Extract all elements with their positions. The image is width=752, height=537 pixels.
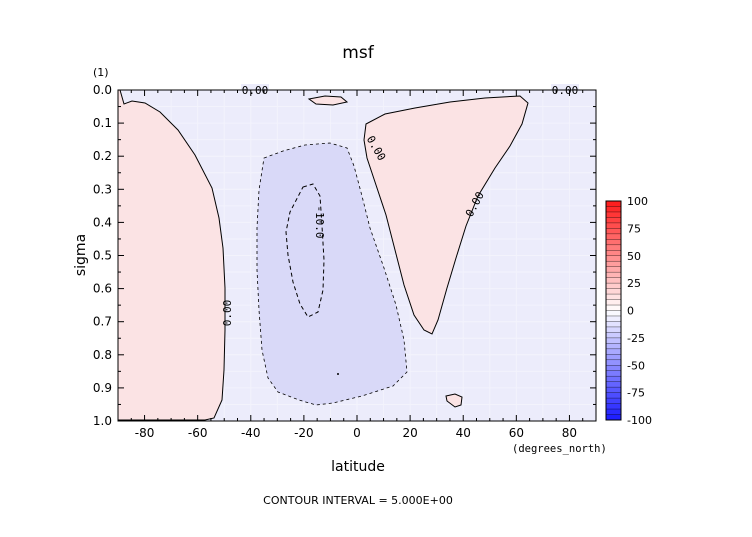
y-axis-label: sigma — [73, 234, 89, 276]
y-tick-label: 0.4 — [93, 215, 112, 229]
colorbar-swatch — [606, 387, 621, 393]
colorbar-swatch — [606, 233, 621, 240]
y-tick-label: 0.7 — [93, 315, 112, 329]
colorbar-swatch — [606, 392, 621, 399]
colorbar-swatch — [606, 343, 621, 350]
negative-region-tropics — [256, 142, 408, 406]
y-tick-label: 0.6 — [93, 282, 112, 296]
x-tick-label: 60 — [509, 426, 524, 440]
y-tick-label: 0.3 — [93, 182, 112, 196]
colorbar-swatch — [606, 403, 621, 410]
colorbar-label: 100 — [627, 195, 648, 208]
colorbar-swatch — [606, 277, 621, 284]
colorbar-swatch — [606, 272, 621, 278]
y-tick-label: 0.5 — [93, 249, 112, 263]
colorbar-swatch — [606, 365, 621, 372]
colorbar-swatch — [606, 398, 621, 404]
colorbar-swatch — [606, 409, 621, 415]
y-tick-label: 1.0 — [93, 414, 112, 428]
colorbar-swatch — [606, 201, 621, 207]
colorbar-swatch — [606, 244, 621, 251]
small-cell-bottom — [445, 393, 463, 408]
x-axis: -80 -60 -40 -20 0 20 40 60 80 — [117, 90, 597, 440]
y-tick-label: 0.8 — [93, 348, 112, 362]
colorbar-label: 75 — [627, 222, 641, 235]
contour-label: 0.00 — [221, 300, 234, 327]
gridlines — [118, 90, 596, 421]
colorbar-swatch — [606, 332, 621, 339]
x-tick-label: 80 — [562, 426, 577, 440]
colorbar-label: 50 — [627, 250, 641, 263]
colorbar-swatch — [606, 381, 621, 388]
colorbar-label: -25 — [627, 332, 645, 345]
y-tick-label: 0.1 — [93, 116, 112, 130]
y-axis: 0.0 0.1 0.2 0.3 0.4 0.5 0.6 0.7 0.8 0.9 1.0 — [93, 83, 596, 428]
panel-label: (1) — [93, 66, 109, 79]
colorbar-swatch — [606, 206, 621, 213]
colorbar-label: -100 — [627, 414, 652, 427]
colorbar-swatch — [606, 299, 621, 306]
x-tick-label: -20 — [294, 426, 314, 440]
colorbar-swatch — [606, 376, 621, 382]
colorbar-swatch — [606, 288, 621, 295]
colorbar-swatch — [606, 414, 621, 421]
colorbar: 100 75 50 25 0 -25 -50 -75 -100 — [605, 195, 652, 427]
colorbar-swatch — [606, 354, 621, 361]
plot-area: 0.00 0.00 0.00 0.00 0.00 -10.0 — [117, 84, 597, 422]
colorbar-swatch — [606, 255, 621, 262]
colorbar-swatch — [606, 310, 621, 317]
y-tick-label: 0.2 — [93, 149, 112, 163]
colorbar-swatch — [606, 359, 621, 366]
x-axis-label: latitude — [331, 459, 385, 475]
colorbar-swatch — [606, 222, 621, 229]
colorbar-swatch — [606, 305, 621, 311]
colorbar-swatch — [606, 239, 621, 246]
colorbar-swatch — [606, 261, 621, 267]
colorbar-swatch — [606, 370, 621, 377]
x-axis-units: (degrees_north) — [512, 443, 607, 455]
positive-region-south — [117, 89, 226, 421]
colorbar-swatch — [606, 228, 621, 235]
x-tick-label: -80 — [135, 426, 155, 440]
x-tick-label: -60 — [188, 426, 208, 440]
y-tick-label: 0.0 — [93, 83, 112, 97]
colorbar-swatch — [606, 250, 621, 257]
x-tick-label: 0 — [353, 426, 361, 440]
y-tick-label: 0.9 — [93, 381, 112, 395]
x-tick-label: 40 — [456, 426, 471, 440]
x-tick-label: -40 — [241, 426, 261, 440]
colorbar-label: -75 — [627, 387, 645, 400]
colorbar-swatch — [606, 326, 621, 333]
colorbar-swatch — [606, 321, 621, 328]
colorbar-swatch — [606, 348, 621, 355]
data-dot — [337, 373, 339, 375]
colorbar-label: 0 — [627, 305, 634, 318]
contour-minus10 — [285, 183, 325, 318]
chart-title: msf — [342, 43, 374, 63]
colorbar-swatch — [606, 217, 621, 224]
colorbar-swatch — [606, 266, 621, 273]
colorbar-swatch — [606, 337, 621, 344]
colorbar-swatch — [606, 315, 621, 322]
contour-label: -10.0 — [313, 205, 326, 238]
small-cell-top — [307, 95, 349, 106]
positive-region-north — [363, 95, 529, 335]
colorbar-swatch — [606, 294, 621, 300]
colorbar-swatch — [606, 211, 621, 218]
colorbar-label: 25 — [627, 277, 641, 290]
colorbar-label: -50 — [627, 359, 645, 372]
colorbar-swatch — [606, 283, 621, 289]
colorbar-frame — [605, 200, 622, 421]
contour-interval-footer: CONTOUR INTERVAL = 5.000E+00 — [263, 494, 453, 507]
x-tick-label: 20 — [402, 426, 417, 440]
